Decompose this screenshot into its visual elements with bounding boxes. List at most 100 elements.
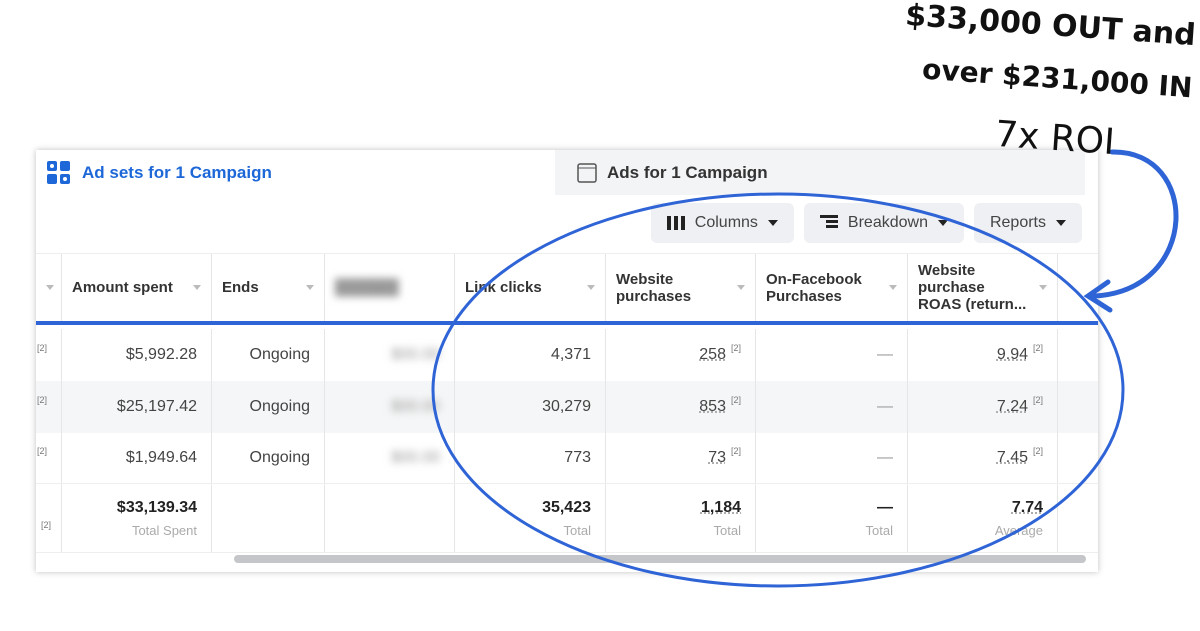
cell-purchases: 258 [2]: [606, 329, 756, 381]
cell-amount: $5,992.28: [62, 329, 212, 381]
footnote: [2]: [1032, 394, 1043, 405]
onfb-value: —: [877, 346, 893, 363]
columns-button[interactable]: Columns: [650, 203, 794, 243]
reports-label: Reports: [989, 214, 1046, 231]
table-row[interactable]: [2] $5,992.28 Ongoing $00.00 4,371 258 [2] — 9.9…: [36, 329, 1098, 381]
purchases-value[interactable]: 258: [699, 346, 726, 363]
breakdown-button[interactable]: Breakdown: [803, 203, 964, 243]
total-purchases: 1,184 Total: [606, 484, 756, 552]
annotation-line-3: 7x ROI: [993, 113, 1116, 164]
caret-down-icon: [1056, 220, 1066, 226]
onfb-value: —: [877, 449, 893, 466]
footnote: [2]: [730, 446, 741, 456]
sort-icon: [587, 285, 595, 290]
total-redacted: [325, 484, 455, 552]
cell-ends: Ongoing: [212, 329, 325, 381]
horizontal-scrollbar[interactable]: [234, 555, 1086, 563]
purchases-value[interactable]: 853: [699, 397, 726, 415]
sort-icon: [46, 285, 54, 290]
total-amount: $33,139.34 Total Spent: [62, 484, 212, 552]
tab-ad-sets[interactable]: Ad sets for 1 Campaign: [36, 150, 555, 195]
total-value[interactable]: 7.74: [1011, 498, 1043, 516]
column-header-prev[interactable]: [36, 254, 62, 321]
tab-label: Ad sets for 1 Campaign: [82, 162, 272, 182]
redacted-header: ██████: [335, 279, 399, 296]
column-header-amount[interactable]: Amount spent: [62, 254, 212, 321]
cell-prev: [2]: [36, 380, 62, 433]
clicks-value: 773: [564, 449, 591, 466]
columns-icon: [666, 216, 685, 230]
cell-roas: 7.45 [2]: [908, 432, 1058, 484]
redacted-value: $00.00: [391, 449, 440, 466]
cell-purchases: 853 [2]: [606, 380, 756, 433]
footnote: [2]: [730, 394, 741, 405]
totals-row: [2] $33,139.34 Total Spent 35,423 Total 1,…: [36, 483, 1098, 553]
highlight-circle: [431, 192, 1125, 588]
ends-value: Ongoing: [249, 346, 311, 363]
sort-icon: [889, 285, 897, 290]
total-value[interactable]: 1,184: [700, 498, 741, 516]
footnote: [2]: [36, 394, 47, 405]
window-icon: [577, 162, 597, 183]
header-label: Ends: [222, 279, 259, 296]
header-label: Link clicks: [465, 279, 542, 296]
amount-value: $25,197.42: [116, 397, 197, 415]
column-header-redacted[interactable]: ██████: [325, 254, 455, 321]
footnote: [2]: [730, 343, 741, 353]
cell-onfb: —: [756, 329, 908, 381]
column-header-ends[interactable]: Ends: [212, 254, 325, 321]
tab-label: Ads for 1 Campaign: [607, 162, 768, 182]
header-label: On-Facebook Purchases: [766, 270, 862, 305]
breakdown-icon: [819, 215, 838, 228]
total-ends: [212, 484, 325, 552]
footnote: [2]: [1032, 343, 1043, 353]
cell-ends: Ongoing: [212, 432, 325, 484]
caret-down-icon: [937, 220, 948, 226]
amount-value: $5,992.28: [125, 346, 197, 363]
table-row[interactable]: [2] $1,949.64 Ongoing $00.00 773 73 [2] — 7.45 [2…: [36, 432, 1098, 484]
cell-ends: Ongoing: [212, 380, 325, 433]
onfb-value: —: [877, 397, 893, 415]
cell-redacted: $00.00: [325, 380, 455, 433]
roas-value[interactable]: 7.24: [996, 397, 1028, 415]
cell-prev: [2]: [36, 329, 62, 381]
total-label: Total Spent: [131, 522, 197, 538]
columns-label: Columns: [694, 214, 758, 231]
cell-onfb: —: [756, 380, 908, 433]
total-value: $33,139.34: [116, 498, 197, 516]
redacted-value: $00.00: [391, 397, 440, 415]
header-label: Website purchases: [616, 270, 692, 305]
arrow-curve: [1092, 149, 1179, 299]
cell-roas: 7.24 [2]: [908, 380, 1058, 433]
caret-down-icon: [767, 220, 778, 226]
tab-ads[interactable]: Ads for 1 Campaign: [555, 150, 1085, 195]
header-label: Website purchase ROAS (return...: [918, 262, 1027, 313]
totals-prev: [2]: [36, 484, 62, 552]
column-header-link-clicks[interactable]: Link clicks: [455, 254, 606, 321]
total-value: 35,423: [542, 498, 591, 516]
roas-value[interactable]: 9.94: [996, 346, 1028, 363]
cell-clicks: 773: [455, 432, 606, 484]
arrow-head: [1083, 279, 1113, 313]
total-value: —: [877, 498, 893, 516]
sort-icon: [737, 285, 745, 290]
clicks-value: 30,279: [542, 397, 591, 415]
sort-icon: [1039, 285, 1047, 290]
cell-amount: $1,949.64: [62, 432, 212, 484]
total-label: Total: [713, 522, 741, 538]
column-header-roas[interactable]: Website purchase ROAS (return...: [908, 254, 1058, 321]
sort-icon: [306, 285, 314, 290]
total-clicks: 35,423 Total: [455, 484, 606, 552]
sort-icon: [193, 285, 201, 290]
table-row[interactable]: [2] $25,197.42 Ongoing $00.00 30,279 853 [2] — 7…: [36, 380, 1098, 433]
ads-manager-panel: Ad sets for 1 Campaign Ads for 1 Campaig…: [36, 150, 1098, 572]
clicks-value: 4,371: [550, 346, 591, 363]
table-header: Amount spent Ends ██████ Link clicks Web…: [36, 253, 1098, 325]
column-header-website-purchases[interactable]: Website purchases: [606, 254, 756, 321]
purchases-value[interactable]: 73: [708, 449, 726, 466]
column-header-on-facebook-purchases[interactable]: On-Facebook Purchases: [756, 254, 908, 321]
cell-onfb: —: [756, 432, 908, 484]
cell-redacted: $00.00: [325, 329, 455, 381]
roas-value[interactable]: 7.45: [996, 449, 1028, 466]
